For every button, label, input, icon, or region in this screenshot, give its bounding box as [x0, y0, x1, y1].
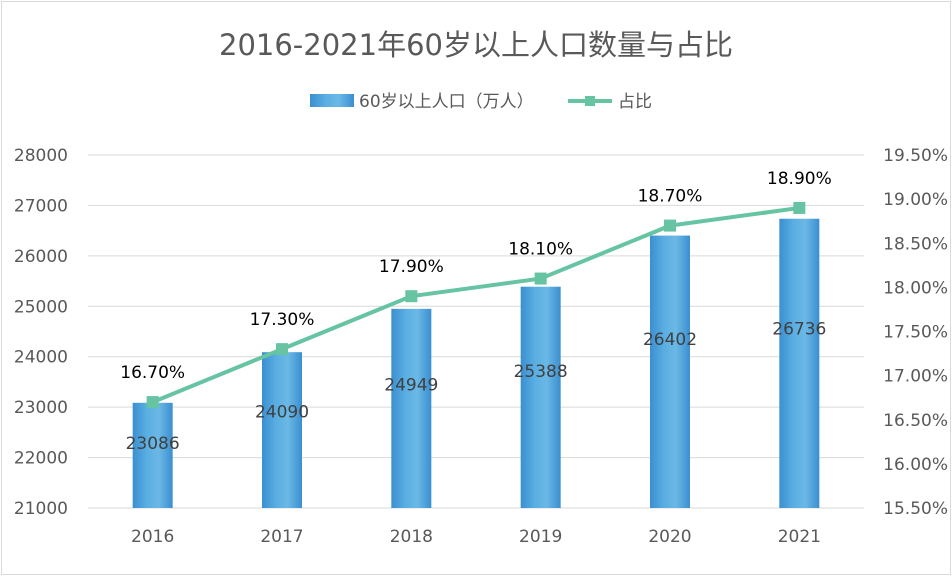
series-line	[150, 205, 802, 405]
line-point	[405, 290, 418, 303]
legend-bar-swatch	[310, 94, 354, 107]
line-data-label: 17.90%	[379, 257, 444, 277]
x-tick-label: 2016	[131, 527, 174, 547]
left-tick-label: 28000	[14, 146, 68, 166]
x-tick-label: 2021	[778, 527, 821, 547]
bar-data-label: 26402	[643, 330, 697, 350]
right-tick-label: 15.50%	[883, 499, 948, 519]
x-tick-label: 2020	[648, 527, 691, 547]
x-tick-label: 2019	[519, 527, 562, 547]
right-tick-label: 16.00%	[883, 455, 948, 475]
x-tick-label: 2018	[390, 527, 433, 547]
line-data-label: 16.70%	[120, 363, 185, 383]
left-axis: 21000 22000 23000 24000 25000 26000 27000 28000	[14, 146, 68, 519]
bar-data-label: 24090	[255, 402, 309, 422]
right-tick-label: 17.50%	[883, 323, 948, 343]
line-data-label: 18.10%	[508, 240, 573, 260]
bar-data-label: 23086	[126, 434, 180, 454]
line-point	[534, 272, 547, 285]
bar-data-label: 25388	[514, 362, 568, 382]
right-tick-label: 18.50%	[883, 234, 948, 254]
legend-bar-label: 60岁以上人口（万人）	[359, 92, 534, 112]
legend: 60岁以上人口（万人） 占比	[310, 92, 652, 112]
gridlines	[88, 154, 864, 509]
line-point	[793, 201, 806, 214]
bar-data-labels: 23086 24090 24949 25388 26402 26736	[126, 320, 827, 454]
right-tick-label: 16.50%	[883, 411, 948, 431]
left-tick-label: 24000	[14, 348, 68, 368]
bar-data-label: 24949	[384, 376, 438, 396]
left-tick-label: 23000	[14, 398, 68, 418]
left-tick-label: 21000	[14, 499, 68, 519]
x-tick-label: 2017	[260, 527, 303, 547]
right-tick-label: 19.50%	[883, 146, 948, 166]
line-point	[146, 396, 159, 409]
line-data-labels: 16.70% 17.30% 17.90% 18.10% 18.70% 18.90%	[120, 169, 831, 383]
bar	[262, 352, 302, 508]
legend-line-label: 占比	[618, 92, 652, 112]
right-axis: 15.50% 16.00% 16.50% 17.00% 17.50% 18.00% 18.5…	[883, 146, 948, 519]
line-point	[276, 343, 288, 356]
left-tick-label: 26000	[14, 247, 68, 267]
right-tick-label: 17.00%	[883, 367, 948, 387]
bar	[779, 218, 820, 509]
line-data-label: 18.70%	[638, 187, 703, 207]
line-data-label: 18.90%	[767, 169, 832, 189]
legend-line-marker	[585, 96, 595, 106]
line-point	[664, 219, 676, 232]
chart-title: 2016-2021年60岁以上人口数量与占比	[219, 28, 733, 62]
line-series	[146, 201, 806, 409]
bar	[391, 308, 432, 508]
bar-data-label: 26736	[772, 320, 826, 340]
left-tick-label: 22000	[14, 449, 68, 469]
bar-series	[132, 218, 820, 509]
right-tick-label: 18.00%	[883, 278, 948, 298]
x-axis: 2016 2017 2018 2019 2020 2021	[131, 527, 821, 547]
left-tick-label: 25000	[14, 297, 68, 317]
bar	[650, 235, 690, 509]
line-data-label: 17.30%	[250, 310, 315, 330]
bar	[132, 402, 173, 508]
right-tick-label: 19.00%	[883, 190, 948, 210]
bar	[520, 286, 561, 508]
left-tick-label: 27000	[14, 196, 68, 216]
